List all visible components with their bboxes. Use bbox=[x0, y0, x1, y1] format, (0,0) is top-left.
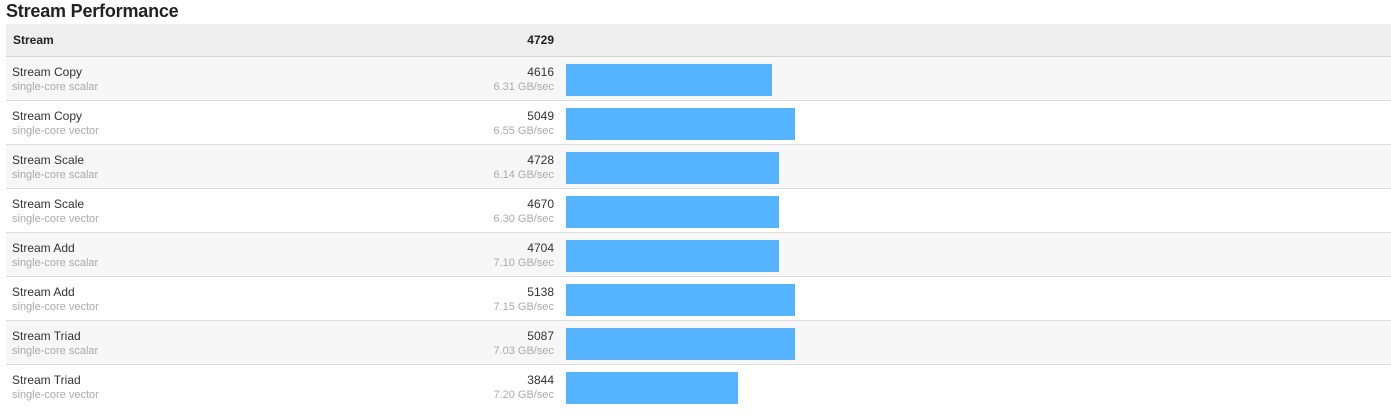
row-name: Stream Add bbox=[12, 241, 75, 255]
score-bar bbox=[566, 108, 795, 140]
score-bar bbox=[566, 372, 738, 404]
row-score: 4728 bbox=[527, 153, 554, 167]
table-row: Stream Scale single-core vector 4670 6.3… bbox=[6, 189, 1391, 233]
table-row: Stream Scale single-core scalar 4728 6.1… bbox=[6, 145, 1391, 189]
row-rate: 7.20 GB/sec bbox=[493, 389, 554, 401]
table-row: Stream Add single-core scalar 4704 7.10 … bbox=[6, 233, 1391, 277]
row-subtitle: single-core vector bbox=[12, 389, 99, 401]
score-bar bbox=[566, 328, 795, 360]
table-header-row: Stream 4729 bbox=[6, 24, 1391, 57]
row-subtitle: single-core scalar bbox=[12, 169, 99, 181]
row-rate: 6.30 GB/sec bbox=[493, 213, 554, 225]
row-rate: 7.03 GB/sec bbox=[493, 345, 554, 357]
score-bar bbox=[566, 152, 779, 184]
row-name: Stream Triad bbox=[12, 373, 81, 387]
row-score: 4616 bbox=[527, 65, 554, 79]
row-name: Stream Triad bbox=[12, 329, 81, 343]
score-bar bbox=[566, 64, 772, 96]
score-bar bbox=[566, 196, 779, 228]
row-subtitle: single-core vector bbox=[12, 213, 99, 225]
table-row: Stream Copy single-core scalar 4616 6.31… bbox=[6, 57, 1391, 101]
row-score: 3844 bbox=[527, 373, 554, 387]
table-row: Stream Triad single-core scalar 5087 7.0… bbox=[6, 321, 1391, 365]
row-rate: 6.31 GB/sec bbox=[493, 81, 554, 93]
row-name: Stream Scale bbox=[12, 197, 85, 211]
row-name: Stream Scale bbox=[12, 153, 85, 167]
row-score: 5087 bbox=[527, 329, 554, 343]
row-name: Stream Copy bbox=[12, 65, 83, 79]
row-score: 4704 bbox=[527, 241, 554, 255]
row-rate: 6.14 GB/sec bbox=[493, 169, 554, 181]
header-name: Stream bbox=[13, 33, 54, 47]
table-row: Stream Triad single-core vector 3844 7.2… bbox=[6, 365, 1391, 409]
row-name: Stream Add bbox=[12, 285, 75, 299]
score-bar bbox=[566, 240, 779, 272]
table-row: Stream Copy single-core vector 5049 6.55… bbox=[6, 101, 1391, 145]
row-rate: 7.10 GB/sec bbox=[493, 257, 554, 269]
table-row: Stream Add single-core vector 5138 7.15 … bbox=[6, 277, 1391, 321]
row-subtitle: single-core scalar bbox=[12, 81, 99, 93]
row-subtitle: single-core scalar bbox=[12, 345, 99, 357]
row-rate: 6.55 GB/sec bbox=[493, 125, 554, 137]
header-score: 4729 bbox=[527, 33, 554, 47]
row-score: 5138 bbox=[527, 285, 554, 299]
row-subtitle: single-core vector bbox=[12, 125, 99, 137]
row-rate: 7.15 GB/sec bbox=[493, 301, 554, 313]
row-name: Stream Copy bbox=[12, 109, 83, 123]
row-subtitle: single-core vector bbox=[12, 301, 99, 313]
section-title: Stream Performance bbox=[6, 1, 179, 21]
row-score: 5049 bbox=[527, 109, 554, 123]
score-bar bbox=[566, 284, 795, 316]
row-subtitle: single-core scalar bbox=[12, 257, 99, 269]
row-score: 4670 bbox=[527, 197, 554, 211]
stream-results-table: Stream 4729 Stream Copy single-core scal… bbox=[6, 24, 1391, 409]
